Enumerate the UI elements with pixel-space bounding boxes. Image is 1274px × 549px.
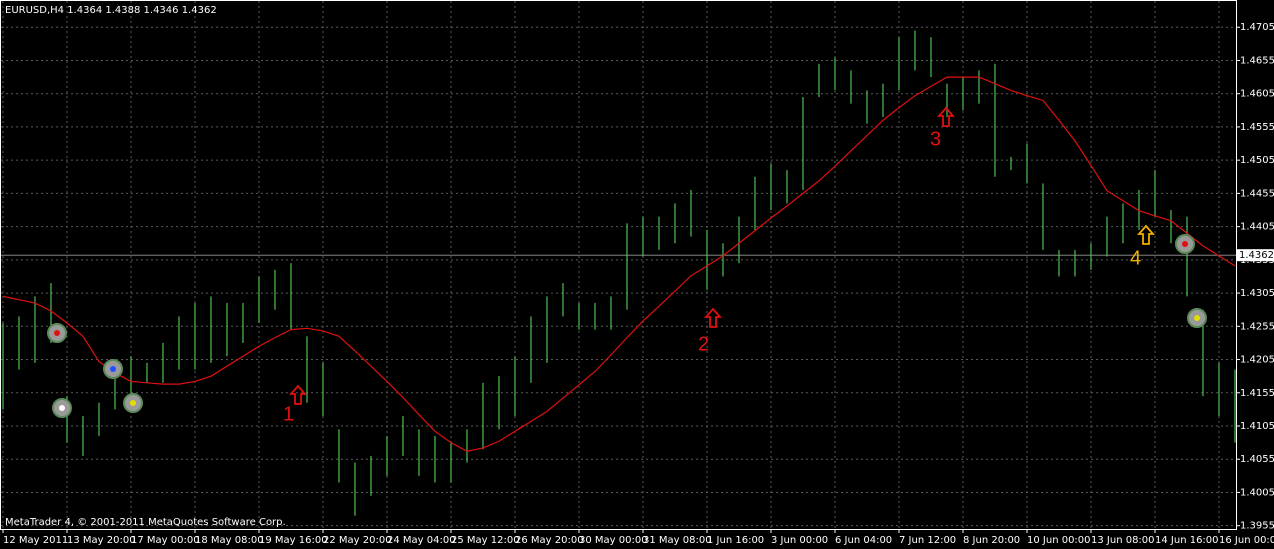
last-price-label: 1.4362 xyxy=(1239,250,1274,261)
signal-dot xyxy=(1182,241,1188,247)
chart-header: EURUSD,H4 1.4364 1.4388 1.4346 1.4362 xyxy=(5,5,217,16)
y-tick-label: 1.4505 xyxy=(1240,155,1274,166)
x-tick-label: 30 May 00:00 xyxy=(579,535,648,546)
x-tick-label: 22 May 20:00 xyxy=(323,535,392,546)
arrow-up xyxy=(1137,224,1155,245)
annotation-label: 1 xyxy=(283,403,294,425)
x-tick-label: 31 May 08:00 xyxy=(643,535,712,546)
y-tick-label: 1.4705 xyxy=(1240,22,1274,33)
x-tick-label: 12 May 2011 xyxy=(3,535,68,546)
footer: MetaTrader 4, © 2001-2011 MetaQuotes Sof… xyxy=(5,517,286,528)
y-tick-label: 1.3955 xyxy=(1240,521,1274,532)
x-tick-label: 13 May 20:00 xyxy=(67,535,136,546)
y-tick-label: 1.4105 xyxy=(1240,421,1274,432)
annotation-label: 4 xyxy=(1130,247,1141,269)
y-tick-label: 1.4605 xyxy=(1240,89,1274,100)
x-tick-label: 14 Jun 16:00 xyxy=(1155,535,1219,546)
signal-dot xyxy=(59,405,65,411)
x-tick-label: 18 May 08:00 xyxy=(195,535,264,546)
arrow-up xyxy=(289,384,307,405)
signal-dot xyxy=(130,400,136,406)
x-tick-label: 1 Jun 16:00 xyxy=(707,535,764,546)
y-tick-label: 1.4205 xyxy=(1240,355,1274,366)
y-tick-label: 1.4255 xyxy=(1240,321,1274,332)
y-tick-label: 1.4405 xyxy=(1240,222,1274,233)
y-tick-label: 1.4005 xyxy=(1240,487,1274,498)
x-tick-label: 17 May 00:00 xyxy=(131,535,200,546)
x-tick-label: 3 Jun 00:00 xyxy=(771,535,828,546)
annotation-label: 3 xyxy=(930,128,941,150)
x-tick-label: 25 May 12:00 xyxy=(451,535,520,546)
x-tick-label: 26 May 20:00 xyxy=(515,535,584,546)
signal-dot xyxy=(1194,315,1200,321)
y-tick-label: 1.4655 xyxy=(1240,55,1274,66)
y-tick-label: 1.4305 xyxy=(1240,288,1274,299)
y-tick-label: 1.4455 xyxy=(1240,188,1274,199)
arrow-up xyxy=(937,106,955,127)
x-tick-label: 16 Jun 00:00 xyxy=(1219,535,1274,546)
signal-dot xyxy=(54,330,60,336)
moving-average xyxy=(2,76,1236,452)
x-tick-label: 8 Jun 20:00 xyxy=(963,535,1020,546)
plot-frame xyxy=(0,0,1237,530)
x-tick-label: 19 May 16:00 xyxy=(259,535,328,546)
y-tick-label: 1.4155 xyxy=(1240,388,1274,399)
arrow-up xyxy=(704,307,722,328)
annotation-label: 2 xyxy=(698,333,709,355)
x-tick-label: 6 Jun 04:00 xyxy=(835,535,892,546)
signal-dot xyxy=(110,366,116,372)
y-tick-label: 1.4055 xyxy=(1240,454,1274,465)
x-tick-label: 13 Jun 08:00 xyxy=(1091,535,1155,546)
x-tick-label: 10 Jun 00:00 xyxy=(1027,535,1091,546)
y-tick-label: 1.4555 xyxy=(1240,122,1274,133)
last-price-box xyxy=(1237,249,1274,262)
x-tick-label: 24 May 04:00 xyxy=(387,535,456,546)
x-tick-label: 7 Jun 12:00 xyxy=(899,535,956,546)
